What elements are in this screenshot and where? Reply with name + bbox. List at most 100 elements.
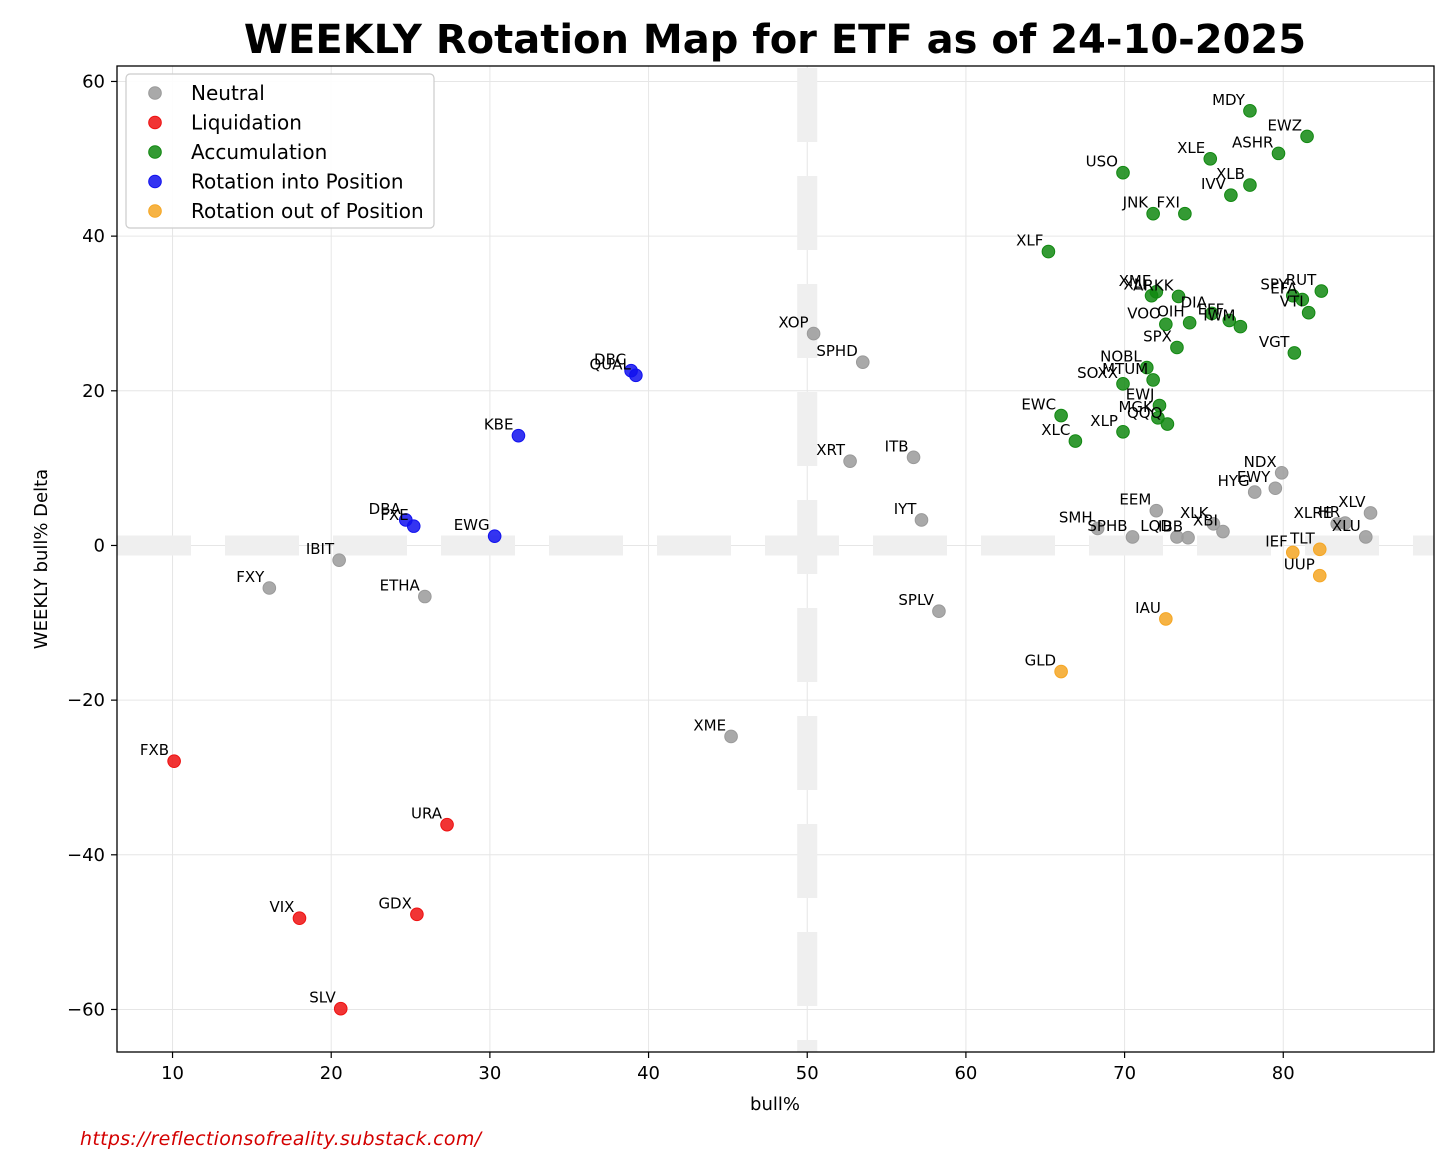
point-smh — [1090, 521, 1105, 536]
point-vti — [1301, 305, 1316, 320]
point-label: XBI — [1193, 512, 1218, 530]
y-tick-label: −40 — [67, 845, 105, 866]
point-ewg — [487, 529, 502, 543]
point-label: VOO — [1127, 304, 1161, 322]
point-label: XLC — [1041, 421, 1070, 439]
point-voo — [1159, 317, 1173, 332]
point-label: IWM — [1203, 307, 1235, 325]
legend-label: Liquidation — [191, 111, 302, 135]
point-label: USO — [1086, 153, 1118, 171]
point-label: XOP — [778, 314, 808, 332]
point-ibit — [332, 553, 346, 567]
point-xbi — [1216, 524, 1230, 539]
point-ivv — [1224, 188, 1238, 202]
point-label: EWY — [1237, 468, 1271, 486]
legend-label: Rotation into Position — [191, 170, 404, 194]
point-label: DBA — [369, 500, 402, 518]
y-tick-label: 60 — [82, 71, 105, 92]
point-xlb — [1243, 178, 1257, 192]
point-xrt — [843, 454, 857, 468]
point-iyt — [914, 513, 929, 527]
point-label: SLV — [309, 989, 336, 1007]
point-sphd — [855, 355, 870, 369]
point-soxx — [1116, 377, 1130, 391]
point-label: MGK — [1118, 398, 1154, 416]
point-label: EWZ — [1267, 116, 1302, 134]
point-kbe — [511, 428, 526, 443]
point-label: SPLV — [898, 591, 934, 609]
point-mgk — [1151, 411, 1165, 425]
y-axis-label: WEEKLY bull% Delta — [31, 469, 52, 649]
point-label: GLD — [1025, 652, 1057, 670]
point-xle — [1203, 152, 1218, 166]
point-gld — [1054, 664, 1068, 679]
x-tick-label: 80 — [1272, 1063, 1295, 1084]
point-xme — [724, 729, 738, 744]
point-label: DIA — [1181, 293, 1208, 311]
point-uup — [1312, 568, 1327, 583]
point-label: FXE — [380, 506, 408, 524]
point-xlu — [1358, 530, 1373, 544]
point-label: IEF — [1265, 532, 1288, 550]
point-fxe — [406, 519, 421, 533]
point-label: KBE — [484, 416, 514, 434]
point-label: MTUM — [1102, 360, 1148, 378]
point-ashr — [1271, 146, 1286, 161]
point-label: EWC — [1021, 396, 1056, 414]
point-label: ETHA — [380, 577, 421, 595]
point-label: XME — [1119, 272, 1152, 290]
plot-frame — [116, 65, 1435, 1053]
point-hr — [1338, 516, 1352, 530]
point-label: IYT — [894, 500, 918, 518]
point-label: HYG — [1218, 472, 1250, 490]
point-arkk — [1171, 289, 1186, 304]
point-fxb — [167, 754, 181, 769]
point-ura — [440, 817, 454, 832]
point-xlc — [1068, 434, 1083, 448]
point-label: EFA — [1270, 280, 1298, 298]
y-tick-label: −60 — [67, 999, 105, 1020]
point-vgt — [1287, 346, 1302, 360]
point-label: QUAL — [589, 355, 631, 373]
legend-marker — [148, 204, 162, 218]
point-label: TLT — [1289, 529, 1315, 547]
point-label: EWJ — [1126, 385, 1155, 403]
point-nobl — [1139, 360, 1154, 375]
point-label: QQQ — [1127, 404, 1162, 422]
point-label: IBB — [1158, 518, 1183, 536]
point-ewc — [1054, 408, 1068, 423]
point-ief — [1285, 545, 1300, 560]
y-tick-label: 40 — [82, 226, 105, 247]
point-xme — [1149, 285, 1164, 299]
point-eem — [1149, 503, 1164, 518]
x-tick-label: 10 — [161, 1063, 184, 1084]
legend-label: Accumulation — [191, 140, 327, 164]
point-rut — [1314, 284, 1329, 298]
x-tick-label: 60 — [954, 1063, 977, 1084]
chart-title: WEEKLY Rotation Map for ETF as of 24-10-… — [244, 17, 1306, 63]
point-iwm — [1233, 319, 1248, 334]
point-oih — [1182, 315, 1197, 330]
point-label: IBIT — [306, 540, 335, 558]
x-tick-label: 70 — [1113, 1063, 1136, 1084]
point-label: XLB — [1216, 165, 1245, 183]
point-dia — [1205, 306, 1219, 321]
point-label: IVV — [1201, 175, 1227, 193]
point-label: SMH — [1059, 508, 1093, 526]
point-fxi — [1178, 206, 1192, 221]
legend: Neutral Liquidation Accumulation Rotation i… — [125, 73, 435, 229]
x-tick-label: 20 — [320, 1063, 343, 1084]
point-xlp — [1116, 424, 1130, 439]
point-label: XLV — [1338, 493, 1366, 511]
legend-marker — [148, 115, 162, 130]
point-label: FXY — [236, 568, 265, 586]
point-label: VTI — [1280, 293, 1304, 311]
point-xlv — [1363, 506, 1378, 520]
point-fxy — [262, 581, 277, 595]
point-label: SPHD — [816, 342, 857, 360]
point-label: SPX — [1143, 327, 1172, 345]
source-link[interactable]: https://reflectionsofreality.substack.co… — [80, 1128, 482, 1150]
point-label: IAU — [1135, 599, 1161, 617]
point-hyg — [1247, 485, 1262, 499]
point-label: GDX — [378, 894, 411, 912]
